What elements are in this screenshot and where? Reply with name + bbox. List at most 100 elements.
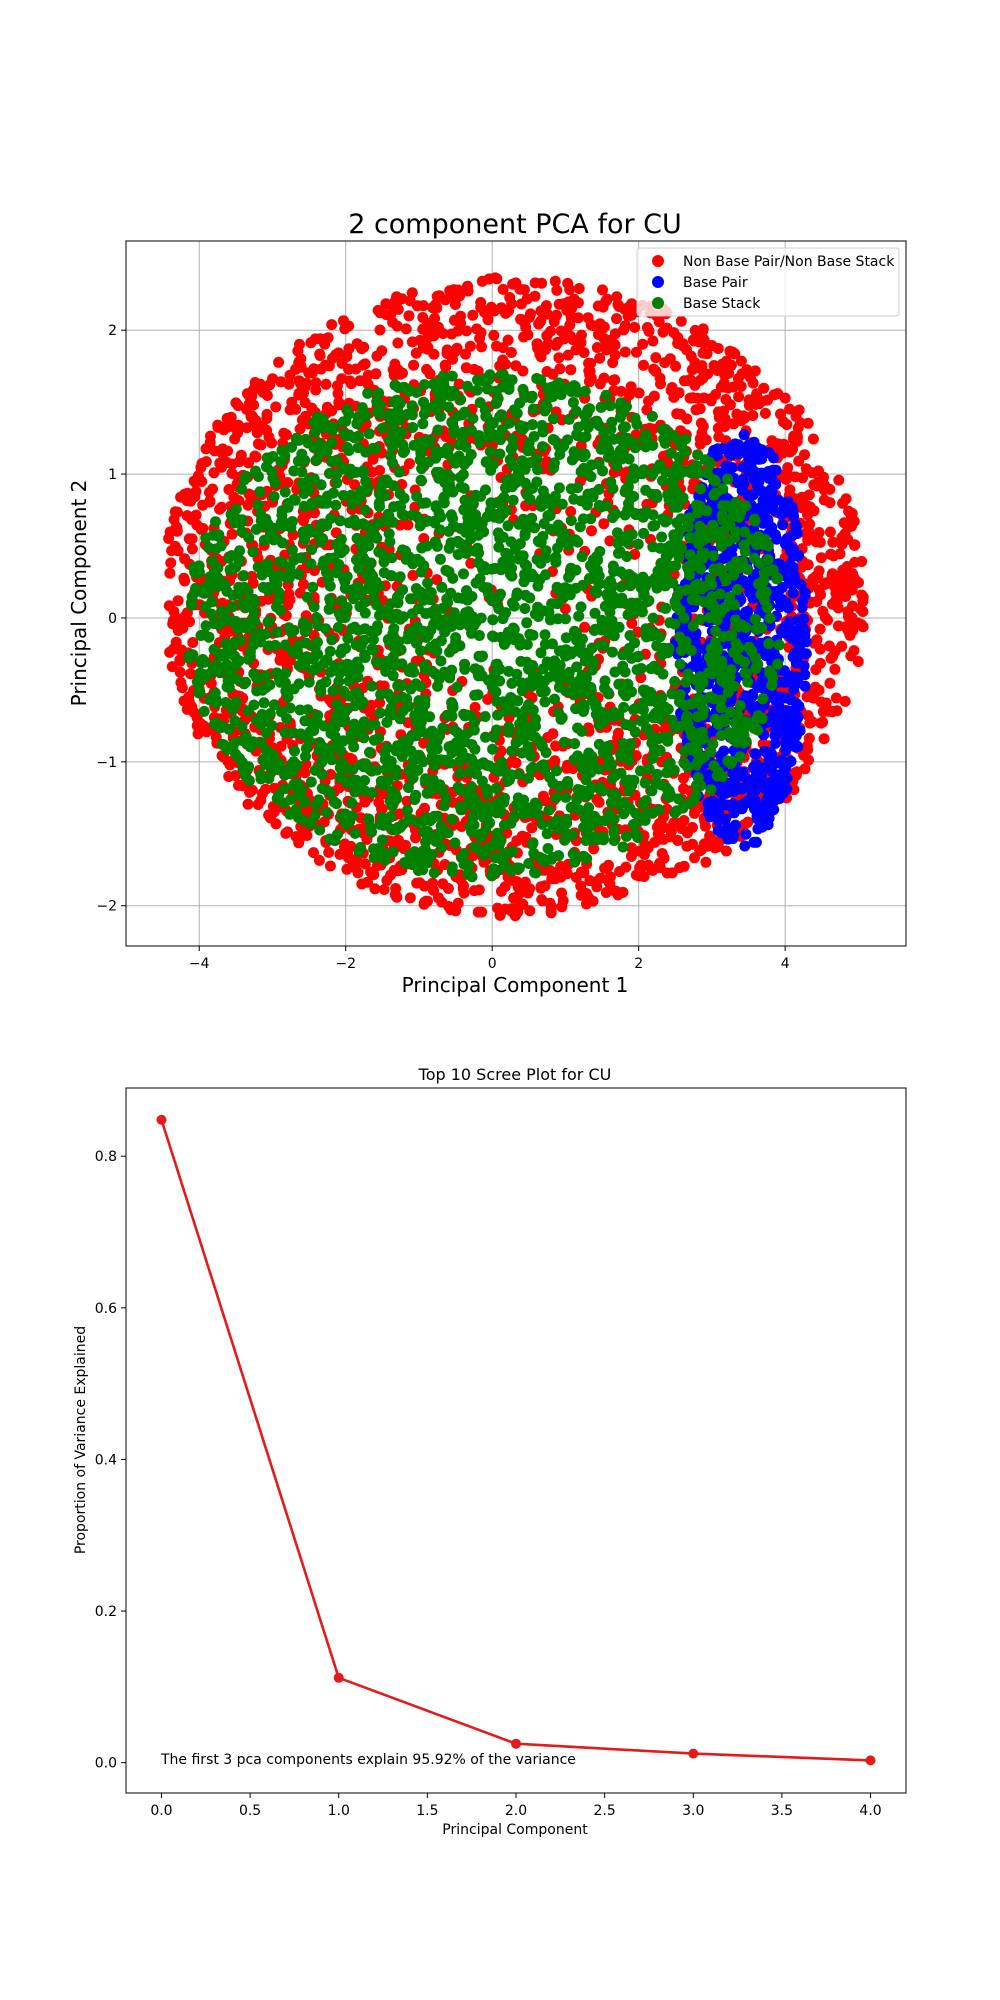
scatter-point-base-stack (402, 782, 414, 793)
scatter-point-base-stack (608, 824, 620, 836)
scatter-point-base-stack (540, 569, 552, 581)
scatter-point-base-stack (446, 861, 458, 873)
scatter-point-non-base (445, 904, 457, 916)
scatter-point-base-stack (376, 422, 388, 434)
scatter-point-non-base (823, 640, 835, 652)
scatter-point-base-stack (302, 704, 314, 716)
scatter-point-base-stack (305, 558, 317, 570)
scatter-point-non-base (190, 509, 202, 521)
scatter-point-non-base (852, 656, 864, 667)
scatter-point-base-stack (481, 788, 493, 800)
scatter-point-non-base (598, 372, 610, 384)
scatter-point-non-base (410, 832, 421, 844)
scatter-point-non-base (351, 857, 363, 869)
scatter-point-base-pair (773, 793, 785, 805)
scatter-points (163, 272, 869, 922)
scatter-point-non-base (469, 701, 481, 713)
scatter-point-non-base (791, 430, 803, 442)
scatter-point-non-base (270, 401, 282, 413)
scatter-point-base-pair (722, 821, 734, 833)
scatter-point-non-base (561, 868, 573, 880)
scatter-point-base-stack (271, 793, 283, 804)
scatter-point-base-stack (550, 792, 562, 804)
scatter-point-non-base (295, 378, 307, 390)
scatter-point-base-stack (358, 732, 370, 744)
scatter-point-non-base (702, 368, 713, 380)
scatter-point-non-base (178, 572, 190, 584)
scatter-point-base-stack (539, 696, 551, 708)
scatter-point-non-base (775, 408, 786, 420)
scatter-point-non-base (410, 347, 422, 359)
scatter-point-non-base (519, 318, 531, 330)
scatter-point-base-stack (473, 430, 485, 442)
scatter-point-non-base (853, 577, 864, 588)
scatter-point-non-base (171, 506, 183, 518)
scatter-point-non-base (615, 385, 627, 397)
scatter-point-non-base (172, 625, 184, 636)
scatter-point-non-base (545, 907, 557, 919)
scatter-point-non-base (565, 506, 577, 517)
scatter-point-non-base (433, 290, 445, 302)
scatter-point-non-base (833, 474, 845, 486)
scatter-point-base-stack (392, 680, 404, 692)
scatter-point-non-base (248, 399, 260, 411)
scatter-point-non-base (619, 346, 631, 358)
scatter-point-base-stack (374, 707, 386, 719)
scatter-point-non-base (818, 494, 830, 506)
scatter-point-non-base (187, 637, 199, 648)
scatter-point-base-stack (591, 587, 603, 599)
scatter-point-base-stack (649, 572, 661, 584)
scatter-point-non-base (294, 338, 305, 350)
scatter-point-non-base (842, 611, 854, 623)
scatter-point-base-stack (569, 738, 581, 750)
scatter-point-base-stack (655, 779, 667, 791)
scatter-point-non-base (389, 889, 401, 901)
scatter-point-non-base (344, 375, 356, 387)
scatter-point-non-base (495, 885, 507, 897)
scatter-point-base-stack (326, 634, 338, 646)
scatter-point-base-stack (452, 549, 464, 560)
scatter-point-non-base (648, 390, 660, 402)
scatter-point-non-base (419, 340, 431, 352)
scatter-point-non-base (793, 455, 805, 467)
scatter-point-non-base (831, 705, 843, 717)
scatter-point-base-pair (736, 783, 748, 795)
scatter-point-base-stack (705, 784, 717, 796)
scatter-point-base-stack (576, 551, 588, 563)
scatter-point-base-stack (772, 572, 784, 584)
scatter-point-non-base (597, 301, 609, 313)
scatter-point-base-stack (418, 379, 430, 391)
scatter-point-non-base (625, 381, 637, 393)
scatter-point-base-stack (632, 538, 644, 550)
scatter-point-non-base (166, 661, 178, 673)
scatter-point-base-stack (342, 632, 354, 644)
scatter-point-base-stack (284, 702, 296, 714)
scatter-point-non-base (814, 623, 826, 635)
scatter-point-non-base (549, 873, 561, 885)
scatter-point-non-base (688, 807, 700, 819)
scatter-point-non-base (817, 605, 829, 617)
scatter-point-non-base (573, 283, 585, 294)
scatter-point-non-base (191, 712, 203, 724)
scatter-point-non-base (402, 519, 414, 531)
scatter-point-base-stack (628, 472, 640, 484)
scatter-point-base-pair (753, 476, 765, 488)
scatter-point-non-base (844, 629, 856, 641)
scatter-point-base-stack (339, 576, 351, 588)
scatter-point-base-pair (770, 478, 782, 490)
scatter-point-base-stack (491, 724, 503, 736)
scatter-point-non-base (356, 343, 368, 355)
scatter-point-base-stack (635, 765, 646, 777)
scatter-point-base-stack (302, 437, 314, 449)
scatter-point-non-base (385, 309, 397, 320)
scatter-point-non-base (310, 384, 322, 396)
scatter-point-non-base (626, 617, 638, 629)
scatter-point-non-base (829, 663, 841, 675)
scatter-point-base-stack (448, 427, 460, 439)
scatter-point-base-stack (279, 486, 291, 498)
scatter-point-non-base (582, 895, 594, 907)
scatter-point-non-base (248, 384, 259, 396)
scatter-point-base-stack (633, 650, 645, 662)
scatter-point-non-base (803, 754, 814, 766)
scatter-point-base-stack (264, 708, 276, 720)
